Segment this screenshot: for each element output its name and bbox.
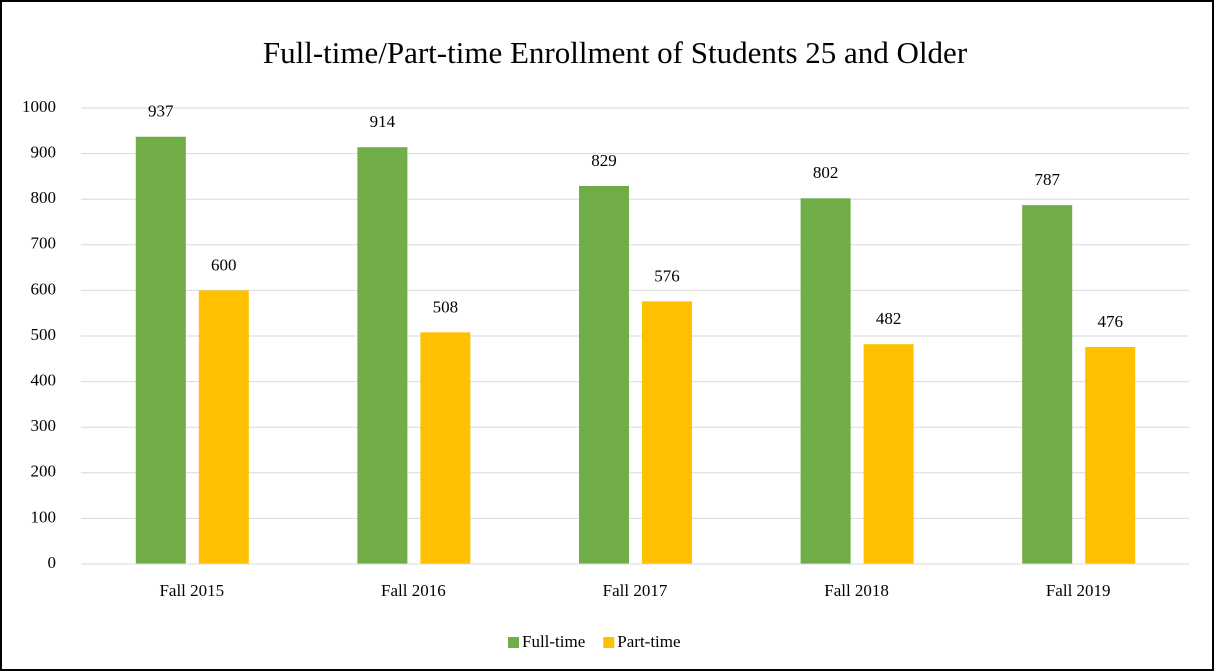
x-tick-label: Fall 2017 — [603, 581, 668, 600]
chart-title: Full-time/Part-time Enrollment of Studen… — [263, 35, 968, 70]
bar — [863, 344, 914, 564]
y-tick-label: 400 — [31, 371, 57, 390]
bar — [198, 290, 249, 564]
y-tick-label: 700 — [31, 234, 57, 253]
y-tick-label: 900 — [31, 143, 57, 162]
data-label: 482 — [876, 309, 902, 328]
y-tick-label: 500 — [31, 325, 57, 344]
x-tick-label: Fall 2016 — [381, 581, 446, 600]
bar — [1085, 346, 1136, 564]
x-tick-label: Fall 2015 — [159, 581, 224, 600]
data-label: 476 — [1097, 312, 1123, 331]
y-tick-label: 1000 — [22, 97, 56, 116]
bar — [642, 301, 692, 564]
legend-swatch — [508, 637, 519, 648]
y-tick-label: 200 — [31, 462, 57, 481]
bar — [357, 147, 408, 564]
bar — [579, 185, 629, 564]
data-label: 508 — [433, 297, 459, 316]
bar — [800, 198, 851, 564]
data-label: 576 — [654, 266, 680, 285]
data-label: 802 — [813, 163, 839, 182]
data-label: 787 — [1034, 170, 1060, 189]
y-tick-label: 800 — [31, 188, 57, 207]
legend-label: Full-time — [522, 632, 585, 651]
bar — [1022, 205, 1073, 565]
data-label: 829 — [591, 151, 617, 170]
data-label: 600 — [211, 255, 237, 274]
y-tick-label: 100 — [31, 507, 57, 526]
x-tick-label: Fall 2018 — [824, 581, 889, 600]
x-tick-label: Fall 2019 — [1046, 581, 1111, 600]
data-label: 937 — [148, 102, 174, 121]
y-tick-label: 0 — [48, 553, 57, 572]
legend-swatch — [603, 637, 615, 648]
data-label: 914 — [370, 112, 396, 131]
y-tick-label: 600 — [31, 279, 57, 298]
bar — [135, 136, 186, 564]
y-tick-label: 300 — [31, 416, 57, 435]
legend-label: Part-time — [617, 632, 680, 651]
bar — [420, 332, 471, 564]
